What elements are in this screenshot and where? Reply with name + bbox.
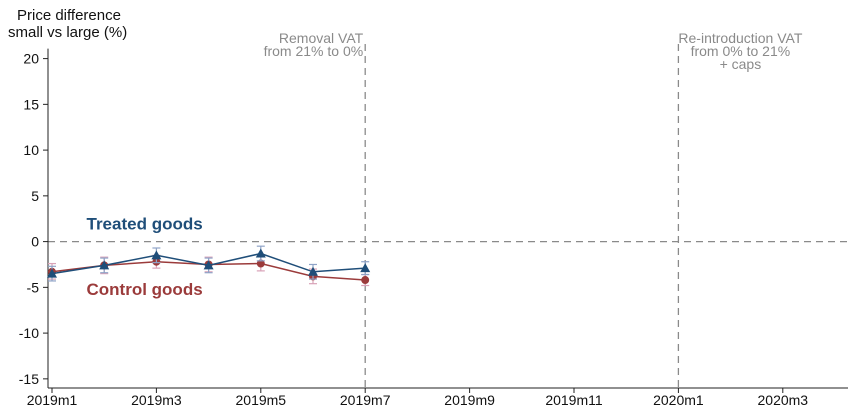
- x-tick-label: 2019m3: [131, 392, 182, 406]
- y-tick-label: 5: [31, 188, 39, 204]
- x-axis: 2019m1 2019m3 2019m5 2019m7 2019m9 2019m11 202…: [27, 388, 848, 406]
- data-point-triangle: [256, 248, 266, 257]
- y-tick-label: -5: [27, 279, 40, 295]
- event-line-label: from 21% to 0%: [264, 43, 364, 59]
- x-tick-label: 2019m1: [27, 392, 78, 406]
- y-tick-label: -15: [19, 371, 39, 387]
- x-tick-label: 2020m1: [653, 392, 704, 406]
- y-tick-label: 0: [31, 234, 39, 250]
- x-tick-label: 2019m11: [545, 392, 603, 406]
- y-axis-title-line: Price difference: [17, 7, 121, 24]
- y-tick-label: 15: [23, 96, 39, 112]
- x-tick-label: 2019m5: [236, 392, 287, 406]
- y-tick-label: 10: [23, 142, 39, 158]
- y-tick-label: 20: [23, 51, 39, 67]
- event-line-label: + caps: [720, 56, 762, 72]
- series-treated-goods: [47, 246, 370, 281]
- data-point-circle: [361, 276, 369, 284]
- y-tick-label: -10: [19, 325, 39, 341]
- x-tick-label: 2019m9: [444, 392, 495, 406]
- y-axis-title-line: small vs large (%): [8, 24, 127, 41]
- x-tick-label: 2020m3: [758, 392, 809, 406]
- y-axis: -15 -10 -5 0 5 10 15 20: [19, 49, 48, 388]
- series-label: Control goods: [87, 280, 203, 299]
- x-tick-label: 2019m7: [340, 392, 391, 406]
- series-label: Treated goods: [87, 214, 203, 233]
